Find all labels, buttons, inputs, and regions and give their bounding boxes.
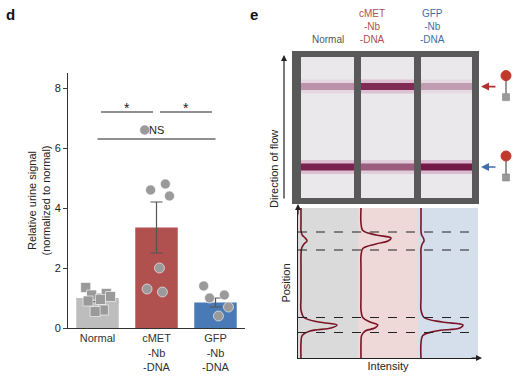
svg-text:0: 0 bbox=[55, 322, 61, 334]
svg-text:*: * bbox=[183, 100, 189, 116]
svg-text:8: 8 bbox=[55, 82, 61, 94]
svg-text:Normal: Normal bbox=[80, 332, 115, 344]
svg-text:4: 4 bbox=[55, 202, 61, 214]
svg-text:Relative urine signal(normaliz: Relative urine signal(normalized to norm… bbox=[26, 145, 52, 255]
svg-text:e: e bbox=[250, 6, 258, 23]
svg-text:Position: Position bbox=[280, 263, 292, 302]
svg-text:Intensity: Intensity bbox=[368, 360, 409, 372]
svg-text:cMET-Nb-DNA: cMET-Nb-DNA bbox=[359, 8, 385, 45]
svg-text:GFP-Nb-DNA: GFP-Nb-DNA bbox=[202, 332, 230, 373]
svg-text:cMET-Nb-DNA: cMET-Nb-DNA bbox=[142, 332, 171, 373]
svg-text:*: * bbox=[124, 100, 130, 116]
svg-text:Normal: Normal bbox=[312, 34, 344, 45]
svg-text:d: d bbox=[6, 6, 15, 23]
svg-text:6: 6 bbox=[55, 142, 61, 154]
svg-text:Direction of flow: Direction of flow bbox=[268, 130, 280, 208]
svg-text:GFP-Nb-DNA: GFP-Nb-DNA bbox=[420, 8, 445, 45]
svg-text:2: 2 bbox=[55, 262, 61, 274]
svg-text:NS: NS bbox=[149, 124, 164, 136]
